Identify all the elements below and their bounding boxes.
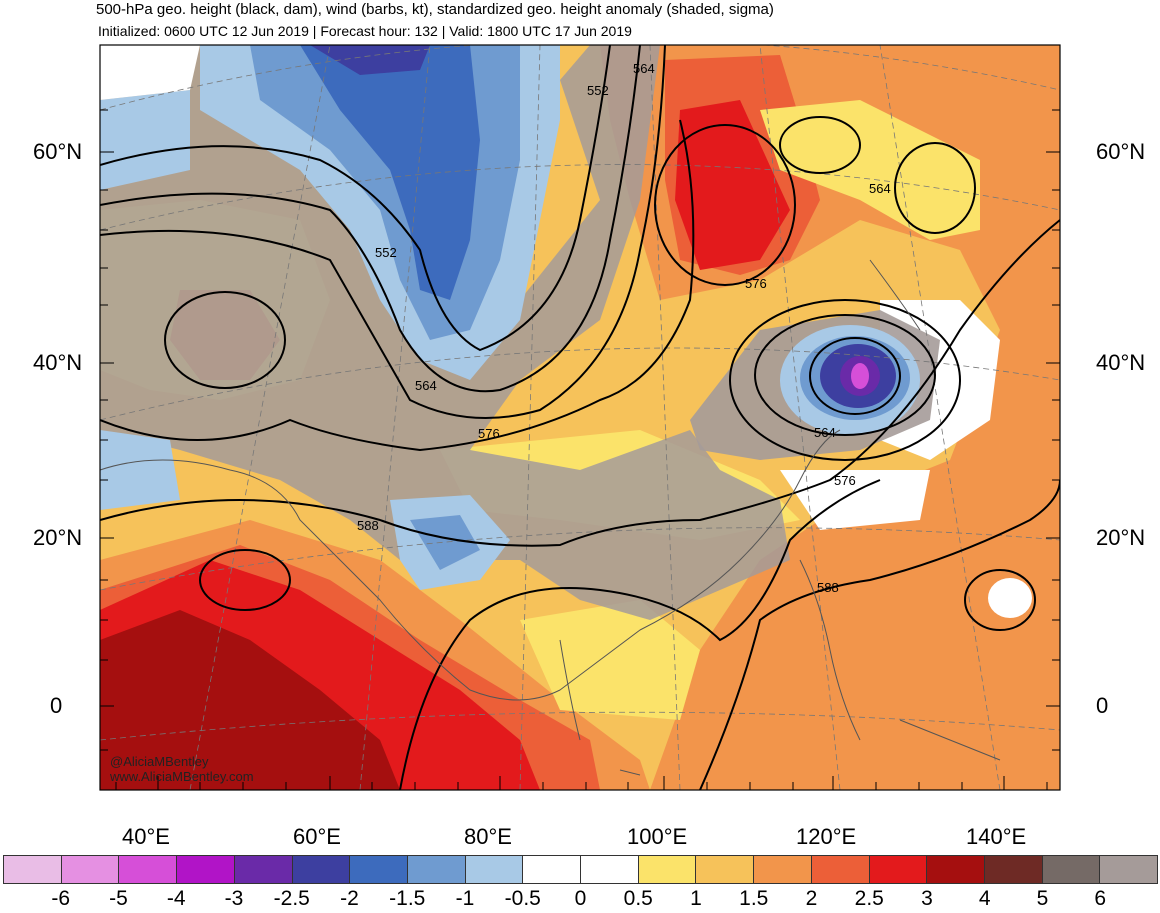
height-contours <box>100 45 1060 790</box>
colorbar-swatch <box>292 856 351 883</box>
colorbar-tick-label: -2.5 <box>273 887 310 910</box>
lon-label: 120°E <box>796 824 857 849</box>
colorbar-labels: -6 -5 -4 -3 -2.5 -2 -1.5 -1 -0.5 0 0.5 1 1.5 2 2.5 3 4 5 6 <box>0 885 1160 913</box>
colorbar-swatch <box>4 856 62 883</box>
contour-label: 552 <box>587 83 609 98</box>
colorbar-swatch <box>523 856 582 883</box>
contour-label: 564 <box>633 61 655 76</box>
contour-label-group: 552 552 564 564 564 576 576 576 564 588 … <box>357 61 891 595</box>
colorbar-swatch <box>984 856 1043 883</box>
colorbar-tick-label: -4 <box>166 887 186 910</box>
colorbar-tick-label: 2 <box>805 887 818 910</box>
lon-label: 100°E <box>627 824 688 849</box>
contour-label: 588 <box>357 518 379 533</box>
colorbar-tick-label: -0.5 <box>504 887 541 910</box>
colorbar-tick-label: 2.5 <box>854 887 884 910</box>
contour-label: 576 <box>745 276 767 291</box>
colorbar-tick-label: -2 <box>340 887 359 910</box>
shading-layer <box>100 45 1060 790</box>
colorbar-tick-label: 0 <box>574 887 587 910</box>
contour-label: 588 <box>817 580 839 595</box>
colorbar-tick-label: 0.5 <box>623 887 653 910</box>
colorbar-swatch <box>927 856 985 883</box>
contour-label: 552 <box>375 245 397 260</box>
colorbar-swatch <box>350 856 408 883</box>
colorbar-tick-label: -5 <box>109 887 128 910</box>
colorbar-swatch <box>1042 856 1101 883</box>
contour-label: 564 <box>869 181 891 196</box>
colorbar-swatch <box>581 856 639 883</box>
colorbar-tick-label: -1 <box>455 887 475 910</box>
lat-label-left: 40°N <box>33 350 83 375</box>
colorbar-swatch <box>119 856 178 883</box>
map-title: 500-hPa geo. height (black, dam), wind (… <box>96 1 774 18</box>
colorbar-swatch <box>407 856 466 883</box>
contour-label: 576 <box>478 426 500 441</box>
lon-label: 140°E <box>966 824 1027 849</box>
colorbar-tick-label: 6 <box>1094 887 1107 910</box>
contour-label: 564 <box>814 425 836 440</box>
lat-label-right: 20°N <box>1096 525 1146 550</box>
lon-label: 60°E <box>293 824 341 849</box>
credit-handle: @AliciaMBentley <box>110 754 209 769</box>
lat-label-left: 0 <box>50 693 63 718</box>
colorbar-tick-label: -6 <box>51 887 71 910</box>
colorbar-tick-label: 1.5 <box>739 887 769 910</box>
colorbar-swatch <box>696 856 755 883</box>
lon-label: 80°E <box>464 824 512 849</box>
lat-label-left: 20°N <box>33 525 83 550</box>
colorbar-tick-label: -1.5 <box>389 887 426 910</box>
lon-label: 40°E <box>122 824 170 849</box>
credit-site: www.AliciaMBentley.com <box>110 769 254 784</box>
contour-label: 564 <box>415 378 437 393</box>
contour-label: 576 <box>834 473 856 488</box>
colorbar-swatch <box>61 856 120 883</box>
colorbar-tick-label: 3 <box>921 887 933 910</box>
colorbar-swatch <box>638 856 697 883</box>
colorbar-tick-label: 5 <box>1036 887 1049 910</box>
colorbar <box>3 855 1158 884</box>
colorbar-swatch <box>811 856 870 883</box>
colorbar-swatch <box>465 856 524 883</box>
colorbar-tick-label: -3 <box>224 887 244 910</box>
lat-label-right: 60°N <box>1096 139 1146 164</box>
colorbar-swatch <box>1100 856 1158 883</box>
colorbar-swatch <box>869 856 928 883</box>
colorbar-swatch <box>234 856 293 883</box>
map-subtitle: Initialized: 0600 UTC 12 Jun 2019 | Fore… <box>98 23 632 39</box>
colorbar-tick-label: 1 <box>690 887 702 910</box>
axis-ticks <box>100 109 1060 790</box>
lat-label-right: 0 <box>1096 693 1109 718</box>
lat-label-right: 40°N <box>1096 350 1146 375</box>
colorbar-swatch <box>177 856 235 883</box>
colorbar-tick-label: 4 <box>978 887 991 910</box>
colorbar-swatch <box>754 856 812 883</box>
map-frame <box>99 44 1061 791</box>
coastlines <box>100 259 1001 776</box>
lat-label-left: 60°N <box>33 139 83 164</box>
